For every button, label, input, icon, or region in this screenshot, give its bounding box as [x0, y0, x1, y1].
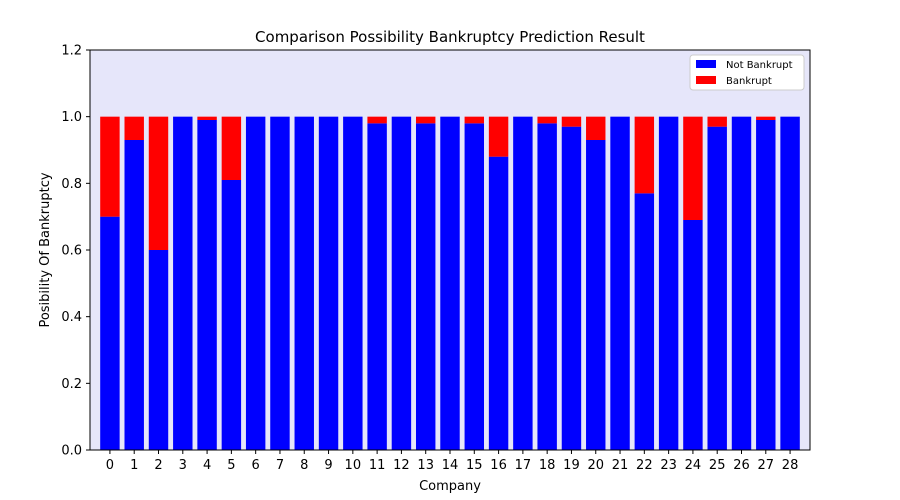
not-bankrupt-bar-13 [415, 123, 436, 450]
x-tick-label: 7 [276, 458, 284, 473]
not-bankrupt-bar-7 [270, 116, 290, 451]
x-tick-label: 2 [154, 458, 162, 473]
legend-swatch [696, 60, 716, 68]
y-tick-label: 0.2 [61, 377, 82, 392]
x-axis: 0 1 2 3 4 5 6 7 8 9 10 11 12 13 14 15 16 17 18 19 20 21 22 23 24… [106, 450, 799, 473]
not-bankrupt-bar-24 [683, 220, 703, 450]
x-tick-label: 12 [393, 458, 410, 473]
bankrupt-bar-24 [683, 116, 703, 220]
x-tick-label: 28 [782, 458, 799, 473]
bars-group [100, 116, 800, 451]
x-tick-label: 9 [324, 458, 332, 473]
y-tick-label: 0.0 [61, 444, 82, 459]
x-tick-label: 24 [685, 458, 702, 473]
x-tick-label: 11 [369, 458, 386, 473]
x-tick-label: 15 [466, 458, 483, 473]
x-tick-label: 1 [130, 458, 138, 473]
not-bankrupt-bar-16 [488, 156, 509, 450]
legend-box [689, 54, 805, 91]
bankrupt-bar-0 [100, 116, 120, 217]
not-bankrupt-bar-12 [391, 116, 412, 451]
not-bankrupt-bar-2 [148, 250, 169, 450]
x-tick-label: 23 [660, 458, 677, 473]
bankrupt-bar-19 [561, 116, 582, 127]
legend: Not Bankrupt Bankrupt [689, 54, 805, 91]
not-bankrupt-bar-0 [100, 216, 120, 450]
x-tick-label: 19 [563, 458, 580, 473]
x-tick-label: 6 [252, 458, 260, 473]
not-bankrupt-bar-9 [318, 116, 339, 451]
y-tick-label: 0.4 [61, 310, 82, 325]
not-bankrupt-bar-14 [440, 116, 460, 451]
not-bankrupt-bar-11 [367, 123, 387, 450]
x-tick-label: 21 [612, 458, 629, 473]
legend-label: Not Bankrupt [726, 60, 793, 71]
bankrupt-bar-15 [464, 116, 485, 124]
x-tick-label: 16 [490, 458, 507, 473]
not-bankrupt-bar-17 [513, 116, 533, 451]
bankrupt-bar-22 [634, 116, 655, 194]
not-bankrupt-bar-18 [537, 123, 557, 450]
x-tick-label: 3 [179, 458, 187, 473]
not-bankrupt-bar-26 [731, 116, 752, 451]
x-tick-label: 25 [709, 458, 726, 473]
x-tick-label: 22 [636, 458, 653, 473]
bankrupt-bar-20 [586, 116, 606, 140]
not-bankrupt-bar-22 [634, 193, 655, 451]
x-tick-label: 26 [733, 458, 750, 473]
y-tick-label: 0.6 [61, 244, 82, 259]
x-tick-label: 10 [345, 458, 362, 473]
not-bankrupt-bar-23 [658, 116, 679, 451]
y-axis: 0.0 0.2 0.4 0.6 0.8 1.0 1.2 [61, 44, 90, 459]
legend-swatch [696, 76, 716, 84]
x-tick-label: 8 [300, 458, 308, 473]
x-tick-label: 0 [106, 458, 114, 473]
x-tick-label: 27 [758, 458, 775, 473]
bankrupt-bar-2 [148, 116, 169, 251]
bankrupt-bar-11 [367, 116, 387, 124]
bankrupt-bar-4 [197, 116, 217, 120]
bankrupt-bar-13 [415, 116, 436, 124]
not-bankrupt-bar-25 [707, 126, 727, 451]
legend-label: Bankrupt [726, 76, 772, 87]
x-tick-label: 5 [227, 458, 235, 473]
y-tick-label: 1.0 [61, 110, 82, 125]
not-bankrupt-bar-1 [124, 140, 144, 450]
not-bankrupt-bar-4 [197, 120, 217, 450]
not-bankrupt-bar-5 [221, 180, 242, 450]
bankrupt-bar-16 [488, 116, 509, 157]
not-bankrupt-bar-27 [756, 120, 776, 450]
not-bankrupt-bar-21 [610, 116, 630, 451]
x-tick-label: 13 [417, 458, 434, 473]
x-tick-label: 20 [587, 458, 604, 473]
x-tick-label: 18 [539, 458, 556, 473]
y-tick-label: 1.2 [61, 44, 82, 59]
bankrupt-bar-25 [707, 116, 727, 127]
y-axis-label: Posibility Of Bankruptcy [38, 172, 53, 327]
x-axis-label: Company [419, 479, 481, 494]
not-bankrupt-bar-15 [464, 123, 485, 450]
chart-title: Comparison Possibility Bankruptcy Predic… [255, 28, 645, 46]
not-bankrupt-bar-3 [173, 116, 193, 451]
not-bankrupt-bar-8 [294, 116, 314, 451]
not-bankrupt-bar-19 [561, 126, 582, 451]
y-tick-label: 0.8 [61, 177, 82, 192]
not-bankrupt-bar-10 [343, 116, 363, 451]
not-bankrupt-bar-28 [780, 116, 800, 451]
bankrupt-bar-5 [221, 116, 242, 180]
not-bankrupt-bar-6 [245, 116, 266, 451]
not-bankrupt-bar-20 [586, 140, 606, 450]
bankrupt-bar-18 [537, 116, 557, 124]
x-tick-label: 14 [442, 458, 459, 473]
bankrupt-bar-1 [124, 116, 144, 140]
bankrupt-bar-27 [756, 116, 776, 120]
x-tick-label: 17 [515, 458, 532, 473]
x-tick-label: 4 [203, 458, 211, 473]
